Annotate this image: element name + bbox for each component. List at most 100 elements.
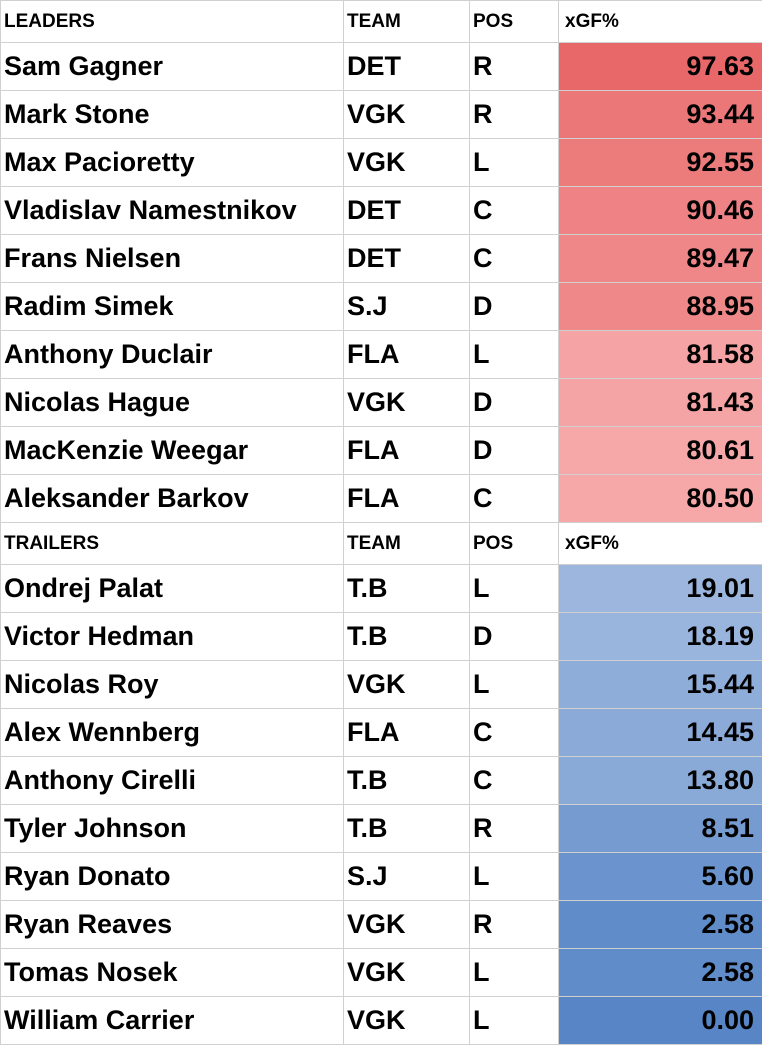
data-row: Max Pacioretty VGK L 92.55 xyxy=(0,138,762,187)
player-name: Frans Nielsen xyxy=(0,234,344,283)
position: L xyxy=(469,852,559,901)
data-row: Aleksander Barkov FLA C 80.50 xyxy=(0,474,762,523)
header-cell: POS xyxy=(469,0,559,43)
position: C xyxy=(469,234,559,283)
position: D xyxy=(469,282,559,331)
data-row: Victor Hedman T.B D 18.19 xyxy=(0,612,762,661)
team: T.B xyxy=(343,756,470,805)
player-name: Mark Stone xyxy=(0,90,344,139)
position: D xyxy=(469,426,559,475)
position: R xyxy=(469,804,559,853)
position: L xyxy=(469,564,559,613)
xgf-value: 13.80 xyxy=(558,756,762,805)
team: VGK xyxy=(343,948,470,997)
player-name: Vladislav Namestnikov xyxy=(0,186,344,235)
player-name: MacKenzie Weegar xyxy=(0,426,344,475)
data-row: Radim Simek S.J D 88.95 xyxy=(0,282,762,331)
team: FLA xyxy=(343,426,470,475)
position: C xyxy=(469,186,559,235)
player-name: Anthony Cirelli xyxy=(0,756,344,805)
xgf-value: 2.58 xyxy=(558,948,762,997)
player-name: Tomas Nosek xyxy=(0,948,344,997)
header-row: LEADERS TEAM POS xGF% xyxy=(0,0,762,43)
position: L xyxy=(469,660,559,709)
player-name: Victor Hedman xyxy=(0,612,344,661)
position: D xyxy=(469,612,559,661)
player-name: Anthony Duclair xyxy=(0,330,344,379)
team: VGK xyxy=(343,660,470,709)
xgf-value: 93.44 xyxy=(558,90,762,139)
position: R xyxy=(469,42,559,91)
position: R xyxy=(469,90,559,139)
header-cell: LEADERS xyxy=(0,0,344,43)
xgf-value: 15.44 xyxy=(558,660,762,709)
xgf-value: 88.95 xyxy=(558,282,762,331)
team: S.J xyxy=(343,282,470,331)
player-name: Ryan Reaves xyxy=(0,900,344,949)
position: C xyxy=(469,474,559,523)
header-row: TRAILERS TEAM POS xGF% xyxy=(0,522,762,565)
xgf-value: 0.00 xyxy=(558,996,762,1045)
position: L xyxy=(469,996,559,1045)
data-row: Ryan Reaves VGK R 2.58 xyxy=(0,900,762,949)
team: VGK xyxy=(343,90,470,139)
xgf-value: 80.61 xyxy=(558,426,762,475)
position: R xyxy=(469,900,559,949)
header-cell: xGF% xyxy=(558,522,762,565)
team: DET xyxy=(343,42,470,91)
team: FLA xyxy=(343,708,470,757)
xgf-value: 89.47 xyxy=(558,234,762,283)
position: C xyxy=(469,708,559,757)
data-row: Ondrej Palat T.B L 19.01 xyxy=(0,564,762,613)
player-name: Max Pacioretty xyxy=(0,138,344,187)
header-cell: xGF% xyxy=(558,0,762,43)
data-row: Ryan Donato S.J L 5.60 xyxy=(0,852,762,901)
data-row: Alex Wennberg FLA C 14.45 xyxy=(0,708,762,757)
team: FLA xyxy=(343,330,470,379)
xgf-value: 80.50 xyxy=(558,474,762,523)
position: C xyxy=(469,756,559,805)
team: VGK xyxy=(343,378,470,427)
team: DET xyxy=(343,234,470,283)
player-name: Ondrej Palat xyxy=(0,564,344,613)
header-cell: TEAM xyxy=(343,0,470,43)
data-row: Vladislav Namestnikov DET C 90.46 xyxy=(0,186,762,235)
player-name: Radim Simek xyxy=(0,282,344,331)
player-name: Sam Gagner xyxy=(0,42,344,91)
data-row: Anthony Cirelli T.B C 13.80 xyxy=(0,756,762,805)
xgf-value: 14.45 xyxy=(558,708,762,757)
player-name: Ryan Donato xyxy=(0,852,344,901)
xgf-value: 92.55 xyxy=(558,138,762,187)
data-row: Tomas Nosek VGK L 2.58 xyxy=(0,948,762,997)
position: L xyxy=(469,948,559,997)
team: T.B xyxy=(343,612,470,661)
team: FLA xyxy=(343,474,470,523)
xgf-value: 2.58 xyxy=(558,900,762,949)
player-name: William Carrier xyxy=(0,996,344,1045)
player-name: Nicolas Hague xyxy=(0,378,344,427)
xgf-value: 18.19 xyxy=(558,612,762,661)
team: VGK xyxy=(343,996,470,1045)
data-row: William Carrier VGK L 0.00 xyxy=(0,996,762,1045)
data-row: Nicolas Hague VGK D 81.43 xyxy=(0,378,762,427)
team: S.J xyxy=(343,852,470,901)
data-row: Nicolas Roy VGK L 15.44 xyxy=(0,660,762,709)
player-name: Alex Wennberg xyxy=(0,708,344,757)
team: VGK xyxy=(343,900,470,949)
xgf-value: 5.60 xyxy=(558,852,762,901)
header-cell: POS xyxy=(469,522,559,565)
xgf-value: 81.43 xyxy=(558,378,762,427)
position: L xyxy=(469,330,559,379)
data-row: Frans Nielsen DET C 89.47 xyxy=(0,234,762,283)
player-name: Nicolas Roy xyxy=(0,660,344,709)
xgf-value: 8.51 xyxy=(558,804,762,853)
xgf-value: 97.63 xyxy=(558,42,762,91)
position: D xyxy=(469,378,559,427)
player-name: Aleksander Barkov xyxy=(0,474,344,523)
data-row: Mark Stone VGK R 93.44 xyxy=(0,90,762,139)
xgf-value: 81.58 xyxy=(558,330,762,379)
team: VGK xyxy=(343,138,470,187)
xgf-value: 19.01 xyxy=(558,564,762,613)
